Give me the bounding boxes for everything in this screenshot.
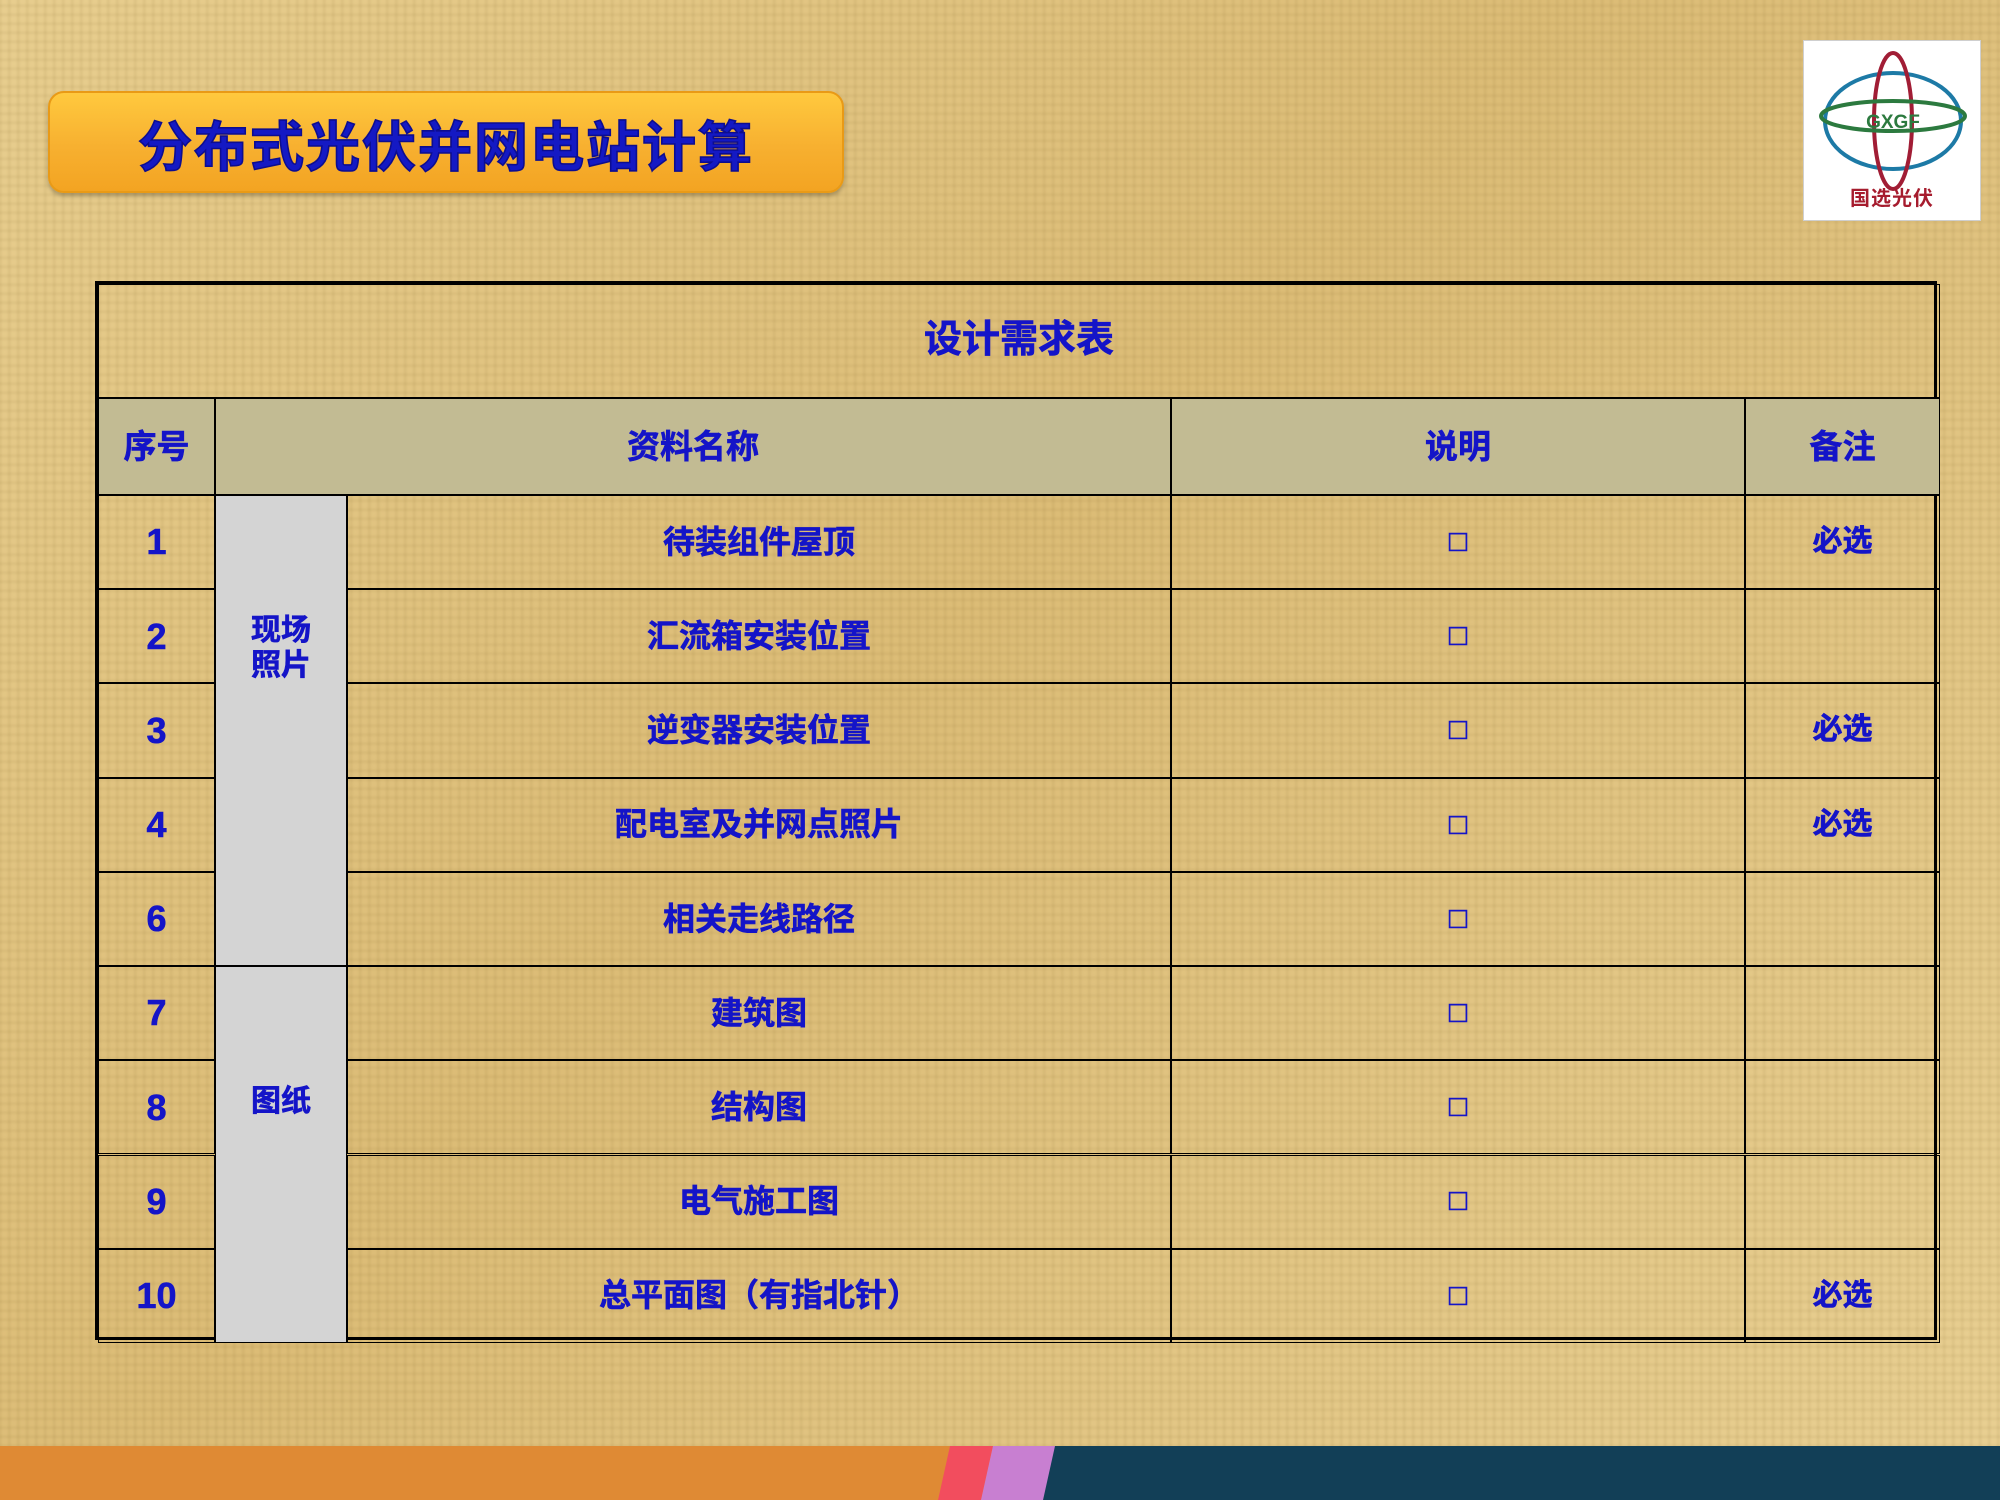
svg-text:GXGF: GXGF <box>1866 112 1920 133</box>
